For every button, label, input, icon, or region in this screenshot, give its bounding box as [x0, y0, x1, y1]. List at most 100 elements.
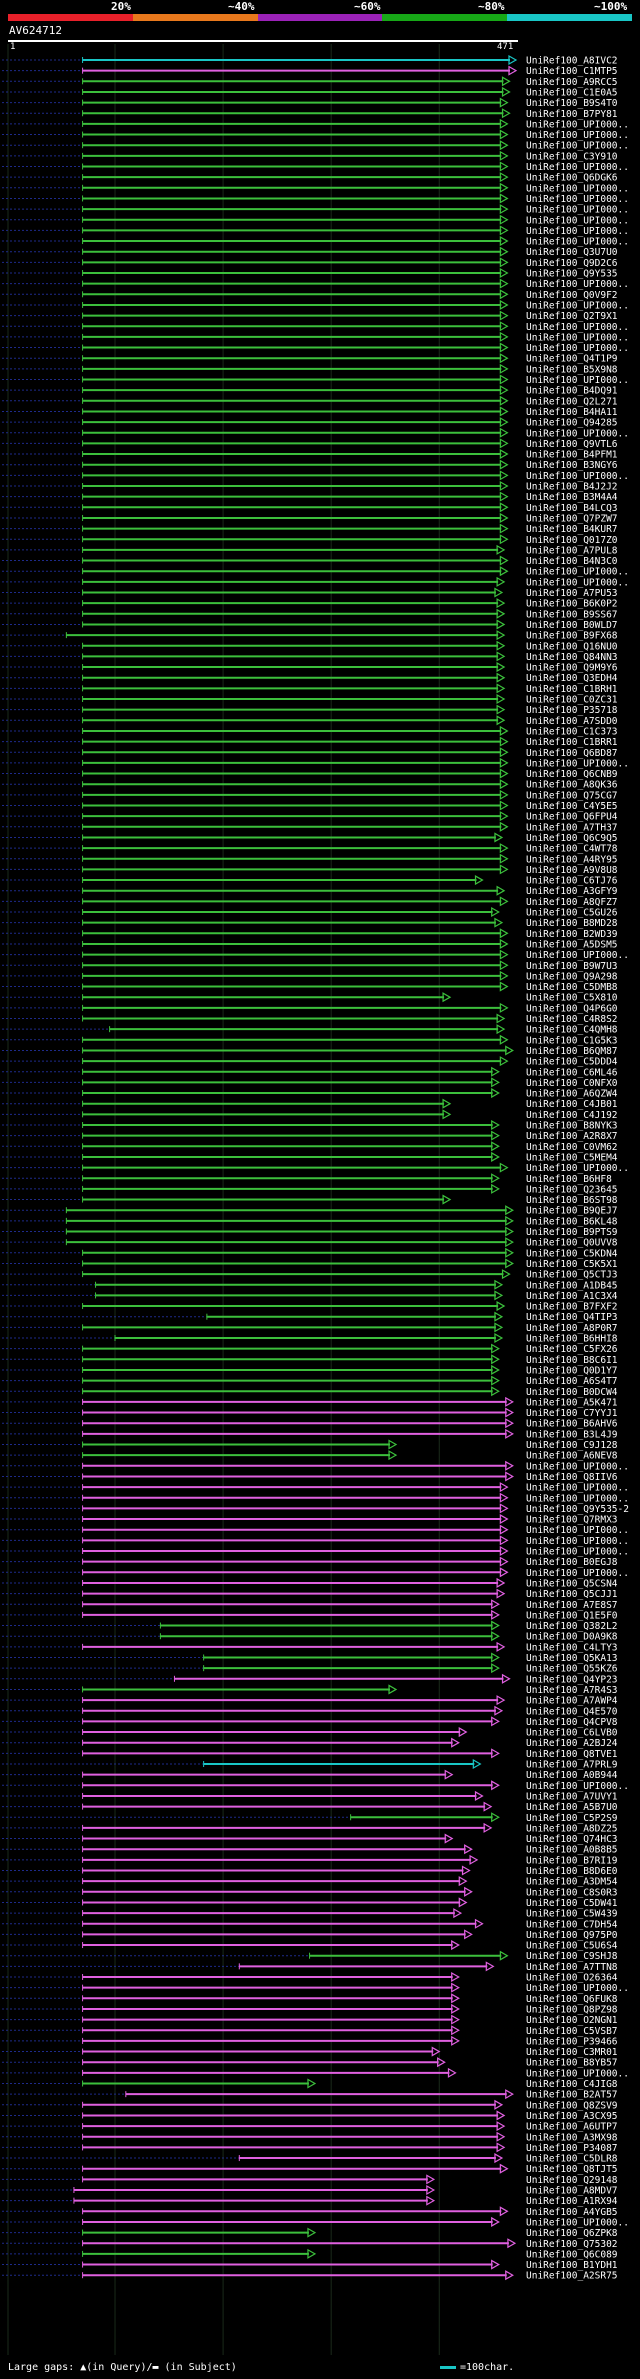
hit-row[interactable]: UniRef100_B6HF8	[2, 1173, 612, 1185]
hit-label[interactable]: UniRef100_Q4P6G0	[526, 1003, 618, 1014]
hit-row[interactable]: UniRef100_UPI000..	[2, 757, 629, 769]
hit-row[interactable]: UniRef100_UPI000..	[2, 949, 629, 961]
hit-label[interactable]: UniRef100_A3DM54	[526, 1877, 618, 1888]
hit-row[interactable]: UniRef100_Q017Z0	[2, 534, 618, 546]
hit-label[interactable]: UniRef100_UPI000..	[526, 279, 629, 290]
hit-row[interactable]: UniRef100_A1RX94	[2, 2195, 618, 2207]
hit-label[interactable]: UniRef100_UPI000..	[526, 1547, 629, 1558]
hit-row[interactable]: UniRef100_UPI000..	[2, 278, 629, 290]
hit-label[interactable]: UniRef100_Q0V9F2	[526, 290, 618, 301]
hit-label[interactable]: UniRef100_C4LTY3	[526, 1642, 618, 1653]
hit-label[interactable]: UniRef100_A6NEV8	[526, 1451, 618, 1462]
hit-label[interactable]: UniRef100_UPI000..	[526, 1536, 629, 1547]
hit-row[interactable]: UniRef100_A1DB45	[2, 1279, 618, 1291]
hit-row[interactable]: UniRef100_C4R8S2	[2, 1013, 618, 1025]
hit-label[interactable]: UniRef100_C5DDD4	[526, 1057, 618, 1068]
hit-row[interactable]: UniRef100_UPI000..	[2, 374, 629, 386]
hit-label[interactable]: UniRef100_UPI000..	[526, 1493, 629, 1504]
hit-row[interactable]: UniRef100_Q0UVV8	[2, 1237, 618, 1249]
hit-row[interactable]: UniRef100_Q75302	[2, 2238, 618, 2250]
hit-label[interactable]: UniRef100_B8C6I1	[526, 1355, 618, 1366]
hit-row[interactable]: UniRef100_C7DH54	[2, 1918, 618, 1930]
hit-label[interactable]: UniRef100_A7SDD0	[526, 716, 618, 727]
hit-label[interactable]: UniRef100_C4JIG8	[526, 2079, 618, 2090]
hit-row[interactable]: UniRef100_B6K0P2	[2, 598, 618, 610]
hit-row[interactable]: UniRef100_Q94285	[2, 417, 618, 429]
hit-row[interactable]: UniRef100_B0WLD7	[2, 619, 618, 631]
hit-row[interactable]: UniRef100_UPI000..	[2, 299, 629, 311]
hit-row[interactable]: UniRef100_A7AWP4	[2, 1695, 618, 1707]
hit-row[interactable]: UniRef100_B4DQ91	[2, 385, 618, 397]
hit-row[interactable]: UniRef100_A6UTP7	[2, 2121, 618, 2133]
hit-row[interactable]: UniRef100_Q7RMX3	[2, 1514, 618, 1526]
hit-label[interactable]: UniRef100_Q16NU0	[526, 641, 618, 652]
hit-row[interactable]: UniRef100_C5K5X1	[2, 1258, 618, 1270]
hit-label[interactable]: UniRef100_C4WT78	[526, 844, 618, 855]
hit-row[interactable]: UniRef100_B7RI19	[2, 1854, 618, 1866]
hit-label[interactable]: UniRef100_C3Y910	[526, 151, 618, 162]
hit-row[interactable]: UniRef100_C4JB01	[2, 1098, 618, 1110]
hit-row[interactable]: UniRef100_C6ML46	[2, 1066, 618, 1078]
hit-label[interactable]: UniRef100_C0VM62	[526, 1142, 618, 1153]
hit-row[interactable]: UniRef100_Q8IIV6	[2, 1471, 618, 1483]
hit-row[interactable]: UniRef100_B2WD39	[2, 928, 618, 940]
hit-label[interactable]: UniRef100_P35718	[526, 705, 618, 716]
hit-label[interactable]: UniRef100_B7PY81	[526, 109, 618, 120]
hit-label[interactable]: UniRef100_B3L4J9	[526, 1429, 618, 1440]
hit-label[interactable]: UniRef100_Q9M9Y6	[526, 663, 618, 674]
hit-label[interactable]: UniRef100_UPI000..	[526, 1568, 629, 1579]
hit-label[interactable]: UniRef100_A2R8X7	[526, 1131, 618, 1142]
hit-row[interactable]: UniRef100_A5B7U0	[2, 1801, 618, 1813]
hit-label[interactable]: UniRef100_C8S0R3	[526, 1887, 618, 1898]
hit-label[interactable]: UniRef100_Q5CSN4	[526, 1578, 618, 1589]
hit-row[interactable]: UniRef100_A7UVY1	[2, 1790, 618, 1802]
hit-label[interactable]: UniRef100_Q6FUK8	[526, 1994, 618, 2005]
hit-label[interactable]: UniRef100_UPI000..	[526, 1525, 629, 1536]
hit-label[interactable]: UniRef100_UPI000..	[526, 1983, 629, 1994]
hit-label[interactable]: UniRef100_P39466	[526, 2036, 618, 2047]
hit-row[interactable]: UniRef100_UPI000..	[2, 576, 629, 588]
hit-row[interactable]: UniRef100_A7E8S7	[2, 1599, 618, 1611]
hit-label[interactable]: UniRef100_C5W439	[526, 1909, 618, 1920]
hit-row[interactable]: UniRef100_C9J128	[2, 1439, 618, 1451]
hit-row[interactable]: UniRef100_C5GU26	[2, 906, 618, 919]
hit-row[interactable]: UniRef100_Q55KZ6	[2, 1663, 618, 1675]
hit-row[interactable]: UniRef100_A7PRL9	[2, 1758, 618, 1771]
hit-label[interactable]: UniRef100_C3MR01	[526, 2047, 618, 2058]
hit-label[interactable]: UniRef100_Q8TVE1	[526, 1749, 618, 1760]
hit-row[interactable]: UniRef100_B4PFM1	[2, 449, 618, 461]
hit-label[interactable]: UniRef100_Q6BD87	[526, 748, 618, 759]
hit-row[interactable]: UniRef100_C4J192	[2, 1109, 618, 1121]
hit-row[interactable]: UniRef100_A7R4S3	[2, 1684, 618, 1696]
hit-label[interactable]: UniRef100_C5X810	[526, 993, 618, 1004]
hit-row[interactable]: UniRef100_C5DDD4	[2, 1056, 618, 1068]
hit-row[interactable]: UniRef100_UPI000..	[2, 129, 629, 141]
hit-label[interactable]: UniRef100_Q0D1Y7	[526, 1365, 618, 1376]
hit-label[interactable]: UniRef100_A7R4S3	[526, 1685, 618, 1696]
hit-row[interactable]: UniRef100_C6LVB0	[2, 1727, 618, 1739]
hit-label[interactable]: UniRef100_A6QZW4	[526, 1089, 618, 1100]
hit-row[interactable]: UniRef100_A6QZW4	[2, 1088, 618, 1100]
hit-label[interactable]: UniRef100_Q29148	[526, 2175, 618, 2186]
hit-label[interactable]: UniRef100_C4QMH8	[526, 1025, 618, 1036]
hit-label[interactable]: UniRef100_P34087	[526, 2143, 618, 2154]
hit-label[interactable]: UniRef100_C1E0A5	[526, 87, 618, 98]
hit-label[interactable]: UniRef100_B6ST98	[526, 1195, 618, 1206]
hit-row[interactable]: UniRef100_UPI000..	[2, 1162, 629, 1174]
hit-row[interactable]: UniRef100_A8QFZ7	[2, 896, 618, 908]
hit-label[interactable]: UniRef100_B9QEJ7	[526, 1206, 618, 1217]
hit-label[interactable]: UniRef100_UPI000..	[526, 471, 629, 482]
hit-row[interactable]: UniRef100_C3Y910	[2, 150, 618, 162]
hit-row[interactable]: UniRef100_Q6FUK8	[2, 1993, 618, 2005]
hit-label[interactable]: UniRef100_UPI000..	[526, 567, 629, 578]
hit-label[interactable]: UniRef100_C1C373	[526, 726, 618, 737]
hit-row[interactable]: UniRef100_Q74HC3	[2, 1833, 618, 1845]
hit-row[interactable]: UniRef100_C9SHJ8	[2, 1950, 618, 1962]
hit-label[interactable]: UniRef100_A3MX98	[526, 2132, 618, 2143]
hit-row[interactable]: UniRef100_UPI000..	[2, 2067, 629, 2079]
hit-label[interactable]: UniRef100_Q55KZ6	[526, 1664, 618, 1675]
hit-label[interactable]: UniRef100_Q9VTL6	[526, 439, 618, 450]
hit-row[interactable]: UniRef100_B3L4J9	[2, 1428, 618, 1440]
hit-label[interactable]: UniRef100_UPI000..	[526, 1781, 629, 1792]
hit-row[interactable]: UniRef100_C0VM62	[2, 1141, 618, 1153]
